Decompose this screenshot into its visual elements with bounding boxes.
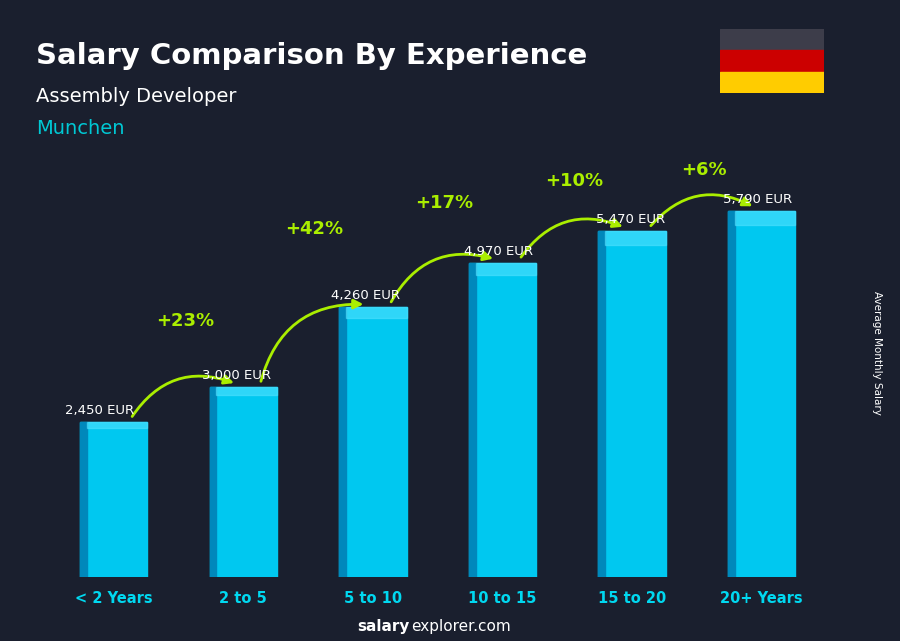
Bar xyxy=(720,50,824,72)
Text: explorer.com: explorer.com xyxy=(411,619,511,635)
Bar xyxy=(80,422,86,577)
Bar xyxy=(720,29,824,50)
Text: Average Monthly Salary: Average Monthly Salary xyxy=(872,290,883,415)
Text: 4,260 EUR: 4,260 EUR xyxy=(331,290,400,303)
FancyArrowPatch shape xyxy=(261,300,360,381)
Text: 2,450 EUR: 2,450 EUR xyxy=(65,404,133,417)
FancyArrowPatch shape xyxy=(521,219,620,257)
Text: +10%: +10% xyxy=(544,172,603,190)
Text: 4,970 EUR: 4,970 EUR xyxy=(464,244,533,258)
Bar xyxy=(605,231,666,245)
Bar xyxy=(216,387,277,395)
FancyArrowPatch shape xyxy=(392,252,491,302)
Text: 5,470 EUR: 5,470 EUR xyxy=(596,213,665,226)
Text: +23%: +23% xyxy=(156,312,214,330)
Bar xyxy=(339,308,407,577)
Text: +6%: +6% xyxy=(680,161,726,179)
Bar xyxy=(86,422,148,428)
Bar xyxy=(728,211,734,577)
Bar xyxy=(598,231,666,577)
Text: salary: salary xyxy=(357,619,410,635)
Text: +42%: +42% xyxy=(285,220,344,238)
Bar xyxy=(728,211,796,577)
Text: 5,790 EUR: 5,790 EUR xyxy=(723,193,792,206)
Bar xyxy=(475,263,536,275)
Text: Munchen: Munchen xyxy=(36,119,124,138)
Bar xyxy=(80,422,148,577)
FancyArrowPatch shape xyxy=(651,195,750,226)
Bar xyxy=(469,263,475,577)
Text: Assembly Developer: Assembly Developer xyxy=(36,87,237,106)
Bar xyxy=(210,387,277,577)
Bar xyxy=(720,72,824,93)
Text: Salary Comparison By Experience: Salary Comparison By Experience xyxy=(36,42,587,70)
Text: 3,000 EUR: 3,000 EUR xyxy=(202,369,271,382)
FancyArrowPatch shape xyxy=(132,376,231,417)
Bar xyxy=(598,231,605,577)
Text: +17%: +17% xyxy=(415,194,473,212)
Bar xyxy=(734,211,796,226)
Bar xyxy=(210,387,216,577)
Bar xyxy=(469,263,536,577)
Bar xyxy=(339,308,346,577)
Bar xyxy=(346,308,407,318)
